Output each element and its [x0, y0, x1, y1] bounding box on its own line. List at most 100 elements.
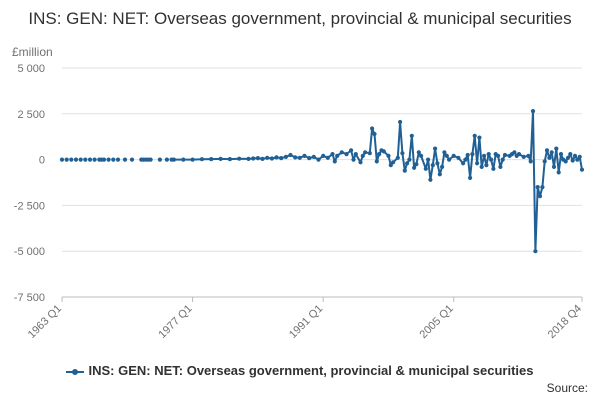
data-point[interactable]: [554, 146, 559, 151]
data-point[interactable]: [293, 155, 298, 160]
data-point[interactable]: [332, 159, 337, 164]
data-point[interactable]: [111, 157, 116, 162]
data-point[interactable]: [405, 161, 410, 166]
data-point[interactable]: [260, 156, 265, 161]
data-point[interactable]: [339, 150, 344, 155]
data-point[interactable]: [572, 153, 578, 158]
data-point[interactable]: [475, 161, 480, 166]
data-point[interactable]: [374, 159, 379, 164]
data-point[interactable]: [414, 162, 419, 167]
data-point[interactable]: [209, 157, 214, 162]
data-point[interactable]: [283, 154, 288, 159]
data-point[interactable]: [570, 158, 575, 163]
data-point[interactable]: [274, 155, 279, 160]
data-point[interactable]: [377, 152, 382, 157]
data-point[interactable]: [491, 166, 496, 171]
data-point[interactable]: [456, 155, 461, 160]
data-point[interactable]: [101, 157, 107, 162]
data-point[interactable]: [73, 157, 79, 162]
data-point[interactable]: [106, 157, 111, 162]
data-point[interactable]: [468, 175, 473, 180]
data-point[interactable]: [409, 133, 414, 138]
data-point[interactable]: [575, 157, 580, 162]
data-point[interactable]: [577, 154, 582, 159]
data-point[interactable]: [64, 157, 69, 162]
data-point[interactable]: [484, 163, 489, 168]
data-point[interactable]: [477, 135, 482, 140]
data-point[interactable]: [556, 170, 561, 175]
data-point[interactable]: [218, 156, 223, 161]
data-point[interactable]: [496, 153, 501, 158]
data-point[interactable]: [288, 152, 293, 158]
data-point[interactable]: [498, 164, 503, 169]
data-point[interactable]: [122, 157, 128, 162]
data-point[interactable]: [344, 152, 349, 157]
data-point[interactable]: [433, 146, 438, 151]
data-point[interactable]: [330, 152, 335, 157]
data-point[interactable]: [360, 153, 365, 158]
data-point[interactable]: [463, 157, 468, 162]
data-point[interactable]: [540, 185, 545, 190]
data-point[interactable]: [157, 157, 162, 162]
data-point[interactable]: [533, 249, 538, 254]
data-point[interactable]: [69, 157, 74, 162]
data-point[interactable]: [164, 157, 169, 162]
data-point[interactable]: [265, 155, 270, 160]
data-point[interactable]: [542, 159, 547, 164]
data-point[interactable]: [279, 156, 284, 161]
data-point[interactable]: [435, 161, 440, 166]
data-point[interactable]: [78, 157, 83, 162]
data-point[interactable]: [227, 157, 232, 162]
data-point[interactable]: [297, 155, 302, 160]
data-point[interactable]: [461, 161, 466, 166]
data-point[interactable]: [500, 157, 505, 162]
data-point[interactable]: [516, 152, 522, 157]
data-point[interactable]: [115, 157, 121, 162]
data-point[interactable]: [311, 154, 316, 159]
data-point[interactable]: [407, 157, 412, 162]
data-point[interactable]: [437, 172, 442, 177]
data-point[interactable]: [535, 185, 540, 190]
data-point[interactable]: [349, 148, 354, 153]
data-point[interactable]: [398, 119, 403, 125]
data-point[interactable]: [351, 157, 356, 162]
data-point[interactable]: [372, 131, 377, 137]
data-point[interactable]: [148, 157, 153, 162]
data-point[interactable]: [558, 152, 564, 157]
data-point[interactable]: [358, 160, 363, 165]
data-point[interactable]: [486, 152, 491, 157]
data-point[interactable]: [512, 150, 517, 155]
data-point[interactable]: [391, 160, 396, 165]
data-point[interactable]: [521, 154, 526, 159]
data-point[interactable]: [87, 157, 93, 162]
data-point[interactable]: [251, 156, 256, 161]
data-point[interactable]: [544, 148, 550, 153]
data-point[interactable]: [83, 157, 88, 162]
data-point[interactable]: [428, 177, 433, 182]
data-point[interactable]: [451, 153, 456, 158]
data-point[interactable]: [129, 157, 135, 162]
data-point[interactable]: [530, 109, 536, 114]
data-point[interactable]: [470, 152, 475, 157]
data-point[interactable]: [321, 153, 326, 158]
data-point[interactable]: [335, 153, 340, 158]
data-point[interactable]: [568, 152, 573, 157]
data-point[interactable]: [563, 159, 568, 164]
data-point[interactable]: [549, 150, 554, 155]
data-point[interactable]: [528, 159, 533, 164]
data-point[interactable]: [482, 153, 487, 158]
data-point[interactable]: [367, 151, 372, 156]
data-point[interactable]: [551, 164, 557, 169]
data-point[interactable]: [537, 194, 543, 199]
data-point[interactable]: [416, 150, 421, 155]
data-point[interactable]: [479, 164, 484, 169]
data-point[interactable]: [59, 157, 65, 162]
data-point[interactable]: [547, 155, 552, 160]
data-point[interactable]: [423, 166, 428, 171]
data-point[interactable]: [302, 153, 307, 158]
data-point[interactable]: [316, 157, 321, 162]
data-point[interactable]: [199, 157, 204, 162]
data-point[interactable]: [171, 157, 176, 162]
data-point[interactable]: [388, 163, 393, 168]
data-point[interactable]: [255, 156, 260, 161]
